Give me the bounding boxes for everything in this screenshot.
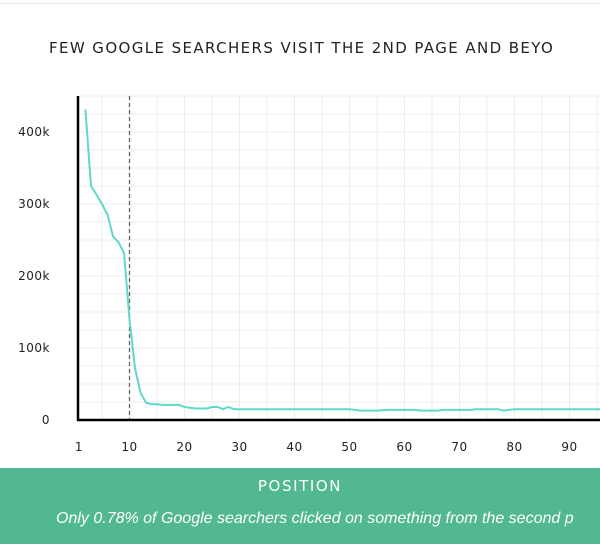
chart-title: FEW GOOGLE SEARCHERS VISIT THE 2ND PAGE …	[49, 39, 555, 57]
line-chart: 0 100k 200k 300k 400k 1 10 20 30 40 50 60 70 80 90	[18, 95, 600, 454]
y-tick-label: 100k	[18, 341, 50, 355]
x-tick-label: 20	[176, 440, 192, 454]
x-tick-label: 10	[121, 440, 137, 454]
x-tick-label: 70	[451, 440, 467, 454]
chart-grid	[78, 95, 600, 420]
x-tick-label: 60	[396, 440, 412, 454]
x-tick-label: 30	[231, 440, 247, 454]
y-tick-label: 300k	[18, 197, 50, 211]
y-tick-label: 400k	[18, 125, 50, 139]
x-axis-label: POSITION	[257, 477, 343, 495]
y-tick-label: 200k	[18, 269, 50, 283]
x-tick-label: 1	[75, 440, 83, 454]
series-group	[84, 109, 600, 412]
x-tick-label: 90	[561, 440, 577, 454]
tick-labels: 0 100k 200k 300k 400k 1 10 20 30 40 50 60 70 80 90	[18, 125, 577, 454]
footer-banner: POSITION Only 0.78% of Google searchers …	[0, 468, 600, 544]
x-tick-label: 50	[341, 440, 357, 454]
x-tick-label: 40	[286, 440, 302, 454]
x-tick-label: 80	[506, 440, 522, 454]
series-line	[84, 109, 600, 412]
chart-axes	[76, 96, 600, 422]
y-tick-label: 0	[42, 413, 50, 427]
top-divider	[0, 3, 600, 4]
footer-caption: Only 0.78% of Google searchers clicked o…	[56, 510, 574, 527]
